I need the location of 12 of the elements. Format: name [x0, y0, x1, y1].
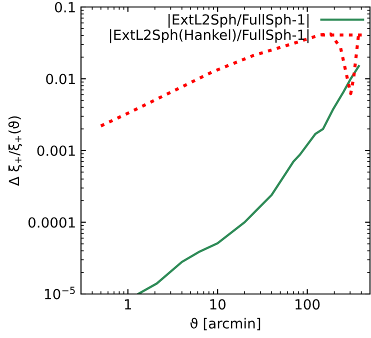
x-axis-title: ϑ [arcmin]	[190, 318, 260, 330]
y-tick-label: 0.1	[54, 2, 75, 12]
y-tick-label: 0.0001	[28, 217, 75, 228]
legend-label: |ExtL2Sph/FullSph-1|	[168, 14, 309, 28]
y-tick-label: 0.01	[46, 74, 75, 84]
y-axis-title: Δ ξ$_{+}$/ξ$_{+}$(ϑ)	[8, 116, 22, 186]
x-tick-label: 100	[296, 299, 320, 310]
x-tick-label: 1	[125, 299, 132, 310]
x-tick-label: 10	[210, 299, 226, 310]
y-tick-label: 0.001	[37, 145, 75, 156]
legend-label: |ExtL2Sph(Hankel)/FullSph-1|	[110, 29, 309, 44]
y-tick-label: 10$^{−5}$	[45, 286, 75, 300]
